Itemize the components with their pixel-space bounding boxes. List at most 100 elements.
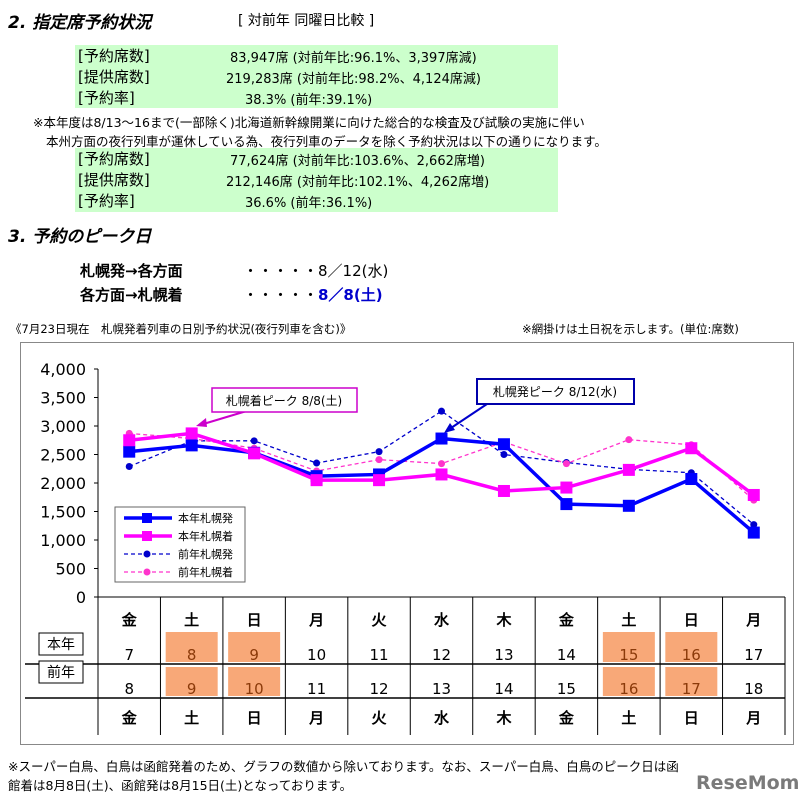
legend-label: 本年札幌発 [178, 511, 233, 525]
data-point [185, 439, 198, 452]
legend-label: 本年札幌着 [178, 529, 233, 543]
weekday-label-bottom: 木 [495, 709, 512, 727]
data-point [625, 436, 633, 444]
row-label-box [38, 660, 84, 684]
peak-date-2: 8／8(土) [318, 286, 383, 304]
data-point [438, 460, 445, 468]
y-tick-label: 1,000 [40, 531, 86, 550]
resemom-logo: ReseMom [696, 772, 800, 794]
date-last-year: 18 [744, 680, 763, 698]
y-tick-label: 2,000 [40, 474, 86, 493]
weekday-label-top: 金 [121, 611, 138, 629]
date-this-year: 15 [619, 646, 638, 664]
date-last-year: 17 [682, 680, 701, 698]
data-point [685, 473, 698, 486]
legend-label: 前年札幌着 [178, 565, 233, 579]
weekday-label-top: 金 [558, 611, 575, 629]
peak-dots-2: ・・・・・ [243, 286, 319, 304]
weekday-label-bottom: 日 [247, 709, 262, 727]
annotation-box [476, 378, 635, 405]
annotation-box [211, 387, 358, 413]
summary-box-1 [75, 45, 558, 108]
annotation-label: 札幌発ピーク 8/12(水) [493, 384, 617, 399]
weekday-label-bottom: 日 [684, 709, 699, 727]
summary-label: [予約率] [78, 192, 135, 210]
date-this-year: 12 [432, 646, 451, 664]
peak-route-1: 札幌発→各方面 [80, 262, 183, 280]
weekend-shade [228, 632, 281, 662]
data-point [435, 468, 448, 481]
y-tick-label: 1,500 [40, 503, 86, 522]
data-point [622, 499, 635, 512]
summary-value: 219,283席 (対前年比:98.2%、4,124席減) [226, 72, 481, 87]
summary-value: 83,947席 (対前年比:96.1%、3,397席減) [230, 51, 477, 66]
data-point [123, 434, 136, 447]
data-point [622, 463, 635, 476]
data-point [500, 451, 508, 458]
note-line-1: ※本年度は8/13～16まで(一部除く)北海道新幹線開業に向けた総合的な検査及び… [33, 115, 585, 130]
arrowhead-icon [444, 423, 455, 433]
weekday-label-top: 水 [434, 611, 450, 629]
footer-line-2: 館着は8月8日(土)、函館発は8月15日(土)となっております。 [8, 778, 353, 793]
section2-title: 2. 指定席予約状況 [8, 13, 152, 33]
y-tick-label: 500 [55, 560, 86, 579]
weekend-shade [165, 632, 218, 662]
date-this-year: 16 [682, 646, 701, 664]
date-this-year: 9 [249, 646, 259, 664]
data-point [562, 460, 570, 468]
legend-marker [142, 531, 152, 541]
y-tick-label: 0 [76, 588, 86, 607]
y-tick-label: 4,000 [40, 360, 86, 379]
weekend-shade [665, 632, 718, 662]
date-this-year: 11 [369, 646, 388, 664]
data-point [313, 459, 321, 467]
summary-value: 212,146席 (対前年比:102.1%、4,262席増) [226, 175, 490, 190]
note-line-2: 本州方面の夜行列車が運休している為、夜行列車のデータを除く予約状況は以下の通りに… [46, 134, 607, 149]
weekend-shade [665, 667, 718, 696]
weekday-label-bottom: 土 [621, 709, 636, 727]
weekend-shade [228, 667, 281, 696]
weekday-label-bottom: 月 [745, 709, 761, 727]
data-point [497, 438, 510, 451]
weekday-label-bottom: 水 [434, 709, 450, 727]
data-point [438, 407, 445, 415]
data-point [685, 442, 698, 455]
summary-label: [予約率] [78, 89, 135, 107]
date-this-year: 14 [557, 646, 576, 664]
data-point [373, 474, 386, 487]
chart-frame [20, 342, 794, 745]
data-point [747, 488, 760, 501]
footer-line-1: ※スーパー白鳥、白鳥は函館発着のため、グラフの数値から除いております。なお、スー… [8, 759, 679, 774]
chart-caption: 《7月23日現在 札幌発着列車の日別予約状況(夜行列車を含む)》 [10, 322, 352, 336]
data-point [250, 437, 258, 445]
date-last-year: 16 [619, 680, 638, 698]
arrowhead-icon [196, 418, 207, 427]
summary-label: [予約席数] [78, 150, 150, 168]
date-last-year: 11 [307, 680, 326, 698]
summary-label: [予約席数] [78, 47, 150, 65]
legend-marker [143, 550, 151, 558]
weekday-label-bottom: 金 [121, 709, 138, 727]
summary-value: 77,624席 (対前年比:103.6%、2,662席増) [230, 154, 485, 169]
y-tick-label: 3,000 [40, 417, 86, 436]
data-point [123, 445, 136, 458]
date-last-year: 12 [369, 680, 388, 698]
y-tick-label: 3,500 [40, 389, 86, 408]
date-last-year: 15 [557, 680, 576, 698]
row-label-box [38, 632, 84, 656]
data-point [125, 462, 133, 470]
date-this-year: 7 [124, 646, 134, 664]
weekday-label-bottom: 月 [308, 709, 324, 727]
weekday-label-top: 木 [495, 611, 512, 629]
summary-label: [提供席数] [78, 68, 150, 86]
chart-note: ※網掛けは土日祝を示します。(単位:席数) [522, 322, 739, 336]
summary-box-2 [75, 148, 558, 212]
peak-dots-1: ・・・・・ [243, 262, 319, 280]
summary-label: [提供席数] [78, 171, 150, 189]
annotation-label: 札幌着ピーク 8/8(土) [226, 393, 343, 408]
date-this-year: 10 [307, 646, 326, 664]
weekend-shade [602, 632, 655, 662]
data-point [497, 484, 510, 497]
weekday-label-bottom: 土 [184, 709, 199, 727]
